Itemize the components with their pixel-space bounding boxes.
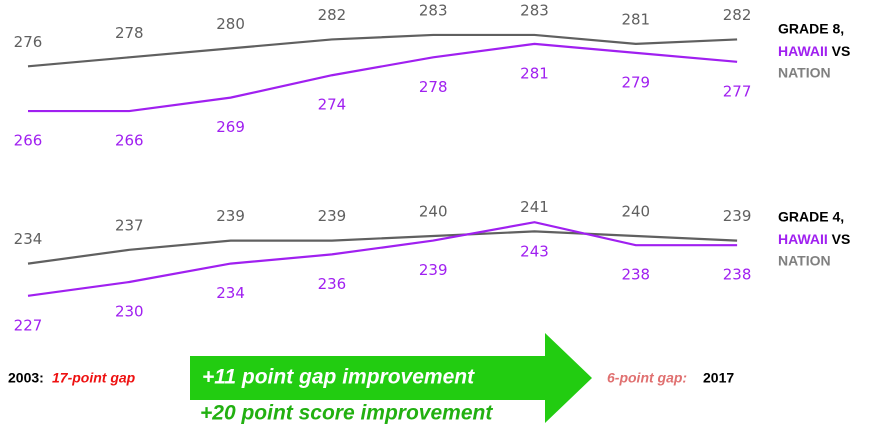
data-label: 266	[115, 132, 144, 150]
data-label: 243	[520, 243, 549, 261]
data-label: 241	[520, 198, 549, 216]
data-label: 280	[216, 15, 245, 33]
legend-entry: NATION	[778, 65, 831, 81]
end-gap: 6-point gap:	[607, 370, 687, 386]
start-year: 2003:	[8, 370, 44, 386]
data-label: 239	[723, 207, 752, 225]
data-label: 236	[318, 275, 347, 293]
series-line	[28, 42, 738, 113]
data-label: 239	[216, 207, 245, 225]
data-label: 277	[723, 82, 752, 100]
data-label: 281	[520, 64, 549, 82]
series-line	[27, 221, 738, 297]
data-label: 227	[14, 316, 43, 334]
data-label: 240	[621, 203, 650, 221]
data-label: 230	[115, 303, 144, 321]
legend-connector: VS	[832, 231, 851, 247]
series-line	[27, 33, 738, 68]
data-label: 278	[115, 24, 144, 42]
data-label: 240	[419, 203, 448, 221]
arrow	[190, 333, 592, 423]
data-label: 279	[621, 73, 650, 91]
series-line	[27, 230, 738, 265]
data-label: 283	[419, 1, 448, 19]
data-label: 239	[318, 207, 347, 225]
score-text: +20 point score improvement	[200, 402, 493, 425]
legend-entry: HAWAII	[778, 231, 828, 247]
data-label: 282	[318, 6, 347, 24]
data-label: 276	[14, 33, 43, 51]
legend-title: GRADE 4,	[778, 209, 844, 225]
data-label: 274	[318, 96, 347, 114]
legend-line: HAWAII VS	[778, 43, 850, 59]
end-year: 2017	[703, 370, 734, 386]
data-label: 278	[419, 78, 448, 96]
legend-line: HAWAII VS	[778, 231, 850, 247]
data-label: 269	[216, 118, 245, 136]
start-gap: 17-point gap	[52, 370, 136, 386]
legend-connector: VS	[832, 43, 851, 59]
data-label: 266	[14, 132, 43, 150]
data-label: 234	[14, 230, 43, 248]
data-label: 237	[115, 216, 144, 234]
arrow-text: +11 point gap improvement	[202, 366, 475, 389]
data-label: 238	[723, 266, 752, 284]
data-label: 238	[621, 266, 650, 284]
data-label: 234	[216, 284, 245, 302]
data-label: 282	[723, 6, 752, 24]
legend-entry: HAWAII	[778, 43, 828, 59]
data-label: 239	[419, 261, 448, 279]
data-label: 283	[520, 1, 549, 19]
data-label: 281	[621, 10, 650, 28]
legend-title: GRADE 8,	[778, 21, 844, 37]
legend-entry: NATION	[778, 253, 831, 269]
